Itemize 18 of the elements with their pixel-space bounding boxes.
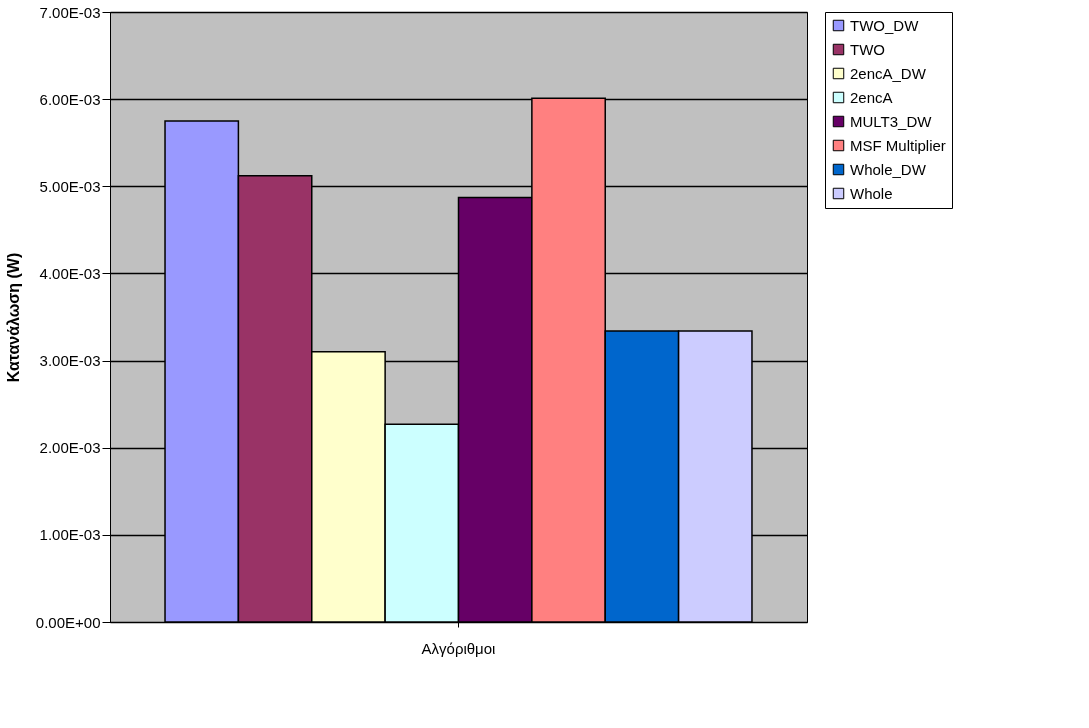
y-tick-label: 4.00E-03 <box>39 264 101 282</box>
legend-label: TWO_DW <box>850 16 920 34</box>
y-tick-label: 5.00E-03 <box>39 177 101 195</box>
legend-label: Whole <box>850 184 893 202</box>
x-tick-label: Αλγόριθμοι <box>421 639 496 657</box>
legend-label: MSF Multiplier <box>850 136 946 154</box>
legend-label: MULT3_DW <box>850 112 933 130</box>
y-tick-label: 3.00E-03 <box>39 352 101 370</box>
legend-label: Whole_DW <box>850 160 927 178</box>
y-tick-label: 1.00E-03 <box>39 526 101 544</box>
y-tick-label: 6.00E-03 <box>39 90 101 108</box>
legend-label: 2encA <box>850 88 893 106</box>
legend-label: TWO <box>850 40 885 58</box>
y-axis-title: Κατανάλωση (W) <box>4 252 22 383</box>
legend-label: 2encA_DW <box>850 64 927 82</box>
y-tick-label: 2.00E-03 <box>39 439 101 457</box>
y-tick-label: 7.00E-03 <box>39 3 101 21</box>
y-tick-label: 0.00E+00 <box>35 613 101 631</box>
